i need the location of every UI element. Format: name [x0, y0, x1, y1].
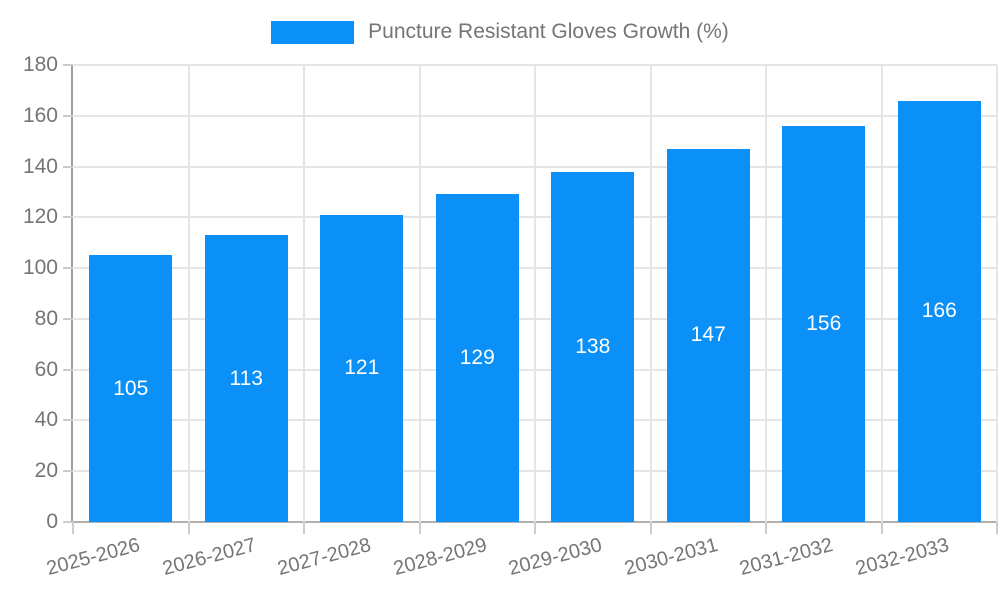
bar: 113: [204, 235, 288, 522]
x-axis-tick: [303, 522, 305, 534]
y-axis-tick: [63, 267, 73, 270]
gridline-vertical: [187, 65, 190, 522]
bar: 156: [782, 125, 866, 522]
y-tick-label: 100: [22, 256, 58, 280]
x-axis-tick: [72, 522, 74, 534]
gridline-vertical: [649, 65, 652, 522]
gridline-vertical: [996, 65, 998, 522]
x-tick-label: 2032-2033: [852, 534, 951, 581]
bar: 105: [89, 255, 173, 522]
y-tick-label: 180: [22, 53, 58, 76]
x-axis-tick: [418, 522, 421, 534]
y-axis-tick: [63, 470, 73, 473]
bar-value-label: 166: [921, 299, 957, 323]
bar-value-label: 121: [344, 356, 380, 380]
y-axis-line: [71, 65, 73, 522]
y-axis-tick: [63, 317, 73, 320]
x-axis-tick: [649, 522, 652, 534]
y-tick-label: 60: [34, 357, 58, 381]
y-tick-label: 140: [22, 154, 58, 178]
gridline-vertical: [534, 65, 536, 522]
x-axis-tick: [187, 522, 190, 534]
gridline-vertical: [418, 65, 421, 522]
bar: 121: [320, 214, 404, 522]
y-axis-tick: [63, 368, 73, 371]
bar-value-label: 147: [690, 323, 726, 347]
x-axis-tick: [880, 522, 883, 534]
bar: 166: [897, 100, 981, 522]
y-axis-tick: [63, 114, 73, 117]
legend-swatch: [271, 20, 355, 44]
x-axis-tick: [534, 522, 536, 534]
plot-area: 105 113 121 129 138 147 156 166: [73, 64, 998, 523]
bar-value-label: 113: [229, 366, 263, 390]
x-tick-label: 2027-2028: [275, 534, 374, 581]
bar-value-label: 156: [806, 311, 842, 335]
bar: 138: [551, 171, 635, 522]
bar-value-label: 138: [575, 334, 611, 358]
x-tick-label: 2026-2027: [159, 534, 258, 581]
y-tick-label: 40: [34, 408, 58, 432]
gridline-vertical: [303, 65, 305, 522]
bar-value-label: 129: [459, 346, 495, 370]
y-tick-label: 80: [34, 306, 58, 330]
y-tick-label: 160: [22, 103, 58, 127]
bar-value-label: 105: [113, 376, 149, 400]
y-axis-tick: [63, 165, 73, 168]
gridline-vertical: [880, 65, 883, 522]
bar: 129: [435, 194, 519, 522]
x-tick-label: 2029-2030: [506, 534, 605, 581]
y-axis-tick: [63, 216, 73, 219]
x-tick-label: 2031-2032: [737, 534, 836, 581]
x-tick-label: 2028-2029: [390, 534, 489, 581]
y-tick-label: 0: [46, 510, 58, 533]
x-axis-tick: [765, 522, 767, 534]
x-tick-label: 2030-2031: [621, 534, 720, 581]
chart-legend[interactable]: Puncture Resistant Gloves Growth (%): [0, 14, 1000, 50]
y-tick-label: 120: [22, 205, 58, 229]
gridline-vertical: [765, 65, 767, 522]
y-axis-tick: [63, 64, 73, 66]
x-tick-label: 2025-2026: [44, 534, 143, 581]
bar: 147: [666, 148, 750, 522]
x-axis-tick: [996, 522, 998, 534]
y-axis-tick: [63, 419, 73, 422]
y-tick-label: 20: [34, 459, 58, 483]
y-axis-tick: [63, 521, 73, 523]
legend-label: Puncture Resistant Gloves Growth (%): [368, 20, 729, 43]
